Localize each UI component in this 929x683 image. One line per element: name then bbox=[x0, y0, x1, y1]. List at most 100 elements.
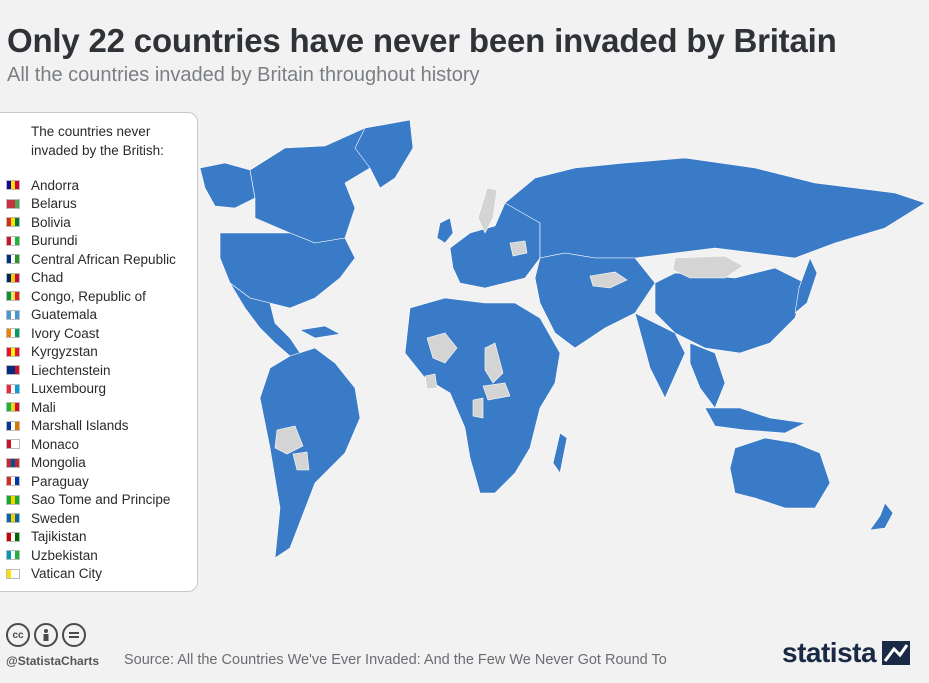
cc-icon: cc bbox=[6, 623, 30, 647]
region-caribbean bbox=[299, 325, 341, 339]
region-india bbox=[634, 312, 686, 399]
statista-mark-icon bbox=[882, 641, 911, 665]
flag-icon bbox=[6, 235, 20, 246]
legend-item: Uzbekistan bbox=[6, 546, 176, 565]
flag-icon bbox=[6, 365, 20, 376]
legend-item-label: Paraguay bbox=[31, 473, 89, 489]
region-africa bbox=[404, 297, 561, 494]
flag-icon bbox=[6, 217, 20, 228]
region-japan bbox=[794, 257, 818, 314]
legend-item-label: Mongolia bbox=[31, 455, 86, 471]
region-alaska bbox=[199, 162, 256, 209]
legend-item: Sao Tome and Principe bbox=[6, 491, 176, 510]
legend-item-label: Kyrgyzstan bbox=[31, 344, 98, 360]
legend-item-label: Ivory Coast bbox=[31, 325, 100, 341]
legend-item-label: Sao Tome and Principe bbox=[31, 492, 171, 508]
region-uk bbox=[436, 217, 454, 244]
region-mali bbox=[426, 332, 458, 364]
flag-icon bbox=[6, 254, 20, 265]
legend-item: Central African Republic bbox=[6, 250, 176, 269]
region-chad bbox=[484, 342, 504, 384]
flag-icon bbox=[6, 198, 20, 209]
legend-item: Monaco bbox=[6, 435, 176, 454]
region-indonesia bbox=[704, 407, 806, 434]
legend-item-label: Bolivia bbox=[31, 214, 71, 230]
source-note: Source: All the Countries We've Ever Inv… bbox=[124, 652, 667, 668]
statista-logo[interactable]: statista bbox=[782, 637, 911, 669]
legend-item-label: Congo, Republic of bbox=[31, 288, 146, 304]
legend-list: Andorra Belarus Bolivia Burundi Central Afri… bbox=[6, 176, 176, 583]
legend-item-label: Andorra bbox=[31, 177, 80, 193]
flag-icon bbox=[6, 476, 20, 487]
legend-item-label: Monaco bbox=[31, 436, 80, 452]
flag-icon bbox=[6, 568, 20, 579]
legend-title: The countries never invaded by the Briti… bbox=[31, 122, 164, 160]
region-australia bbox=[729, 437, 831, 509]
legend-item-label: Liechtenstein bbox=[31, 362, 111, 378]
legend-title-line1: The countries never bbox=[31, 124, 151, 139]
legend-item: Paraguay bbox=[6, 472, 176, 491]
flag-icon bbox=[6, 309, 20, 320]
legend-item: Tajikistan bbox=[6, 528, 176, 547]
legend-item: Liechtenstein bbox=[6, 361, 176, 380]
legend-item-label: Burundi bbox=[31, 233, 78, 249]
region-car bbox=[482, 382, 511, 401]
region-mongolia bbox=[672, 255, 744, 279]
statista-handle[interactable]: @StatistaCharts bbox=[6, 654, 100, 668]
region-ivory-coast bbox=[424, 373, 438, 390]
legend-item: Mali bbox=[6, 398, 176, 417]
region-central-asia bbox=[589, 271, 628, 289]
flag-icon bbox=[6, 328, 20, 339]
legend-item: Belarus bbox=[6, 195, 176, 214]
region-sweden bbox=[477, 187, 498, 234]
region-se-asia bbox=[689, 342, 726, 409]
legend-item-label: Chad bbox=[31, 270, 64, 286]
flag-icon bbox=[6, 550, 20, 561]
flag-icon bbox=[6, 420, 20, 431]
legend-item: Bolivia bbox=[6, 213, 176, 232]
legend-item-label: Sweden bbox=[31, 510, 80, 526]
region-bolivia bbox=[274, 425, 304, 455]
nd-icon bbox=[62, 623, 86, 647]
flag-icon bbox=[6, 291, 20, 302]
legend-item-label: Tajikistan bbox=[31, 529, 87, 545]
by-icon bbox=[34, 623, 58, 647]
chart-subtitle: All the countries invaded by Britain thr… bbox=[7, 64, 480, 86]
legend-item: Ivory Coast bbox=[6, 324, 176, 343]
legend-item: Congo, Republic of bbox=[6, 287, 176, 306]
flag-icon bbox=[6, 531, 20, 542]
legend-item: Mongolia bbox=[6, 454, 176, 473]
legend-item-label: Central African Republic bbox=[31, 251, 176, 267]
chart-title: Only 22 countries have never been invade… bbox=[7, 22, 837, 59]
region-madagascar bbox=[552, 432, 568, 474]
legend-item-label: Marshall Islands bbox=[31, 418, 129, 434]
legend-item: Burundi bbox=[6, 232, 176, 251]
flag-icon bbox=[6, 180, 20, 191]
flag-icon bbox=[6, 383, 20, 394]
flag-icon bbox=[6, 272, 20, 283]
legend-panel: The countries never invaded by the Briti… bbox=[0, 112, 198, 592]
flag-icon bbox=[6, 439, 20, 450]
legend-item: Chad bbox=[6, 269, 176, 288]
legend-item: Guatemala bbox=[6, 306, 176, 325]
region-congo bbox=[472, 397, 484, 419]
legend-title-line2: invaded by the British: bbox=[31, 143, 164, 158]
legend-item: Luxembourg bbox=[6, 380, 176, 399]
flag-icon bbox=[6, 513, 20, 524]
flag-icon bbox=[6, 494, 20, 505]
flag-icon bbox=[6, 402, 20, 413]
legend-item: Sweden bbox=[6, 509, 176, 528]
legend-item-label: Mali bbox=[31, 399, 56, 415]
legend-item: Andorra bbox=[6, 176, 176, 195]
flag-icon bbox=[6, 346, 20, 357]
region-new-zealand bbox=[869, 502, 894, 531]
region-middle-east bbox=[534, 252, 656, 349]
region-paraguay bbox=[292, 451, 310, 471]
legend-item-label: Luxembourg bbox=[31, 381, 107, 397]
region-russia bbox=[504, 157, 926, 259]
region-south-america bbox=[259, 347, 361, 559]
legend-item: Marshall Islands bbox=[6, 417, 176, 436]
world-map bbox=[199, 119, 926, 559]
legend-item: Vatican City bbox=[6, 565, 176, 584]
legend-item-label: Belarus bbox=[31, 196, 77, 212]
